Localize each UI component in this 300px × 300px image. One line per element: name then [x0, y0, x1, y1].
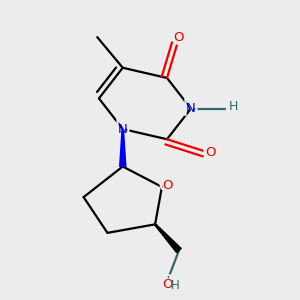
Polygon shape	[120, 129, 126, 166]
Text: N: N	[182, 97, 200, 121]
Text: H: H	[225, 97, 242, 117]
Text: N: N	[118, 122, 128, 136]
Text: O: O	[205, 146, 216, 159]
Text: O: O	[201, 141, 220, 165]
Text: O: O	[158, 173, 176, 197]
Text: O: O	[169, 26, 188, 50]
Text: H: H	[170, 280, 179, 292]
Text: N: N	[186, 102, 196, 115]
Text: H: H	[167, 276, 183, 296]
Polygon shape	[154, 224, 181, 253]
Text: O: O	[162, 278, 172, 291]
Text: N: N	[114, 117, 132, 141]
Text: O: O	[158, 273, 176, 297]
Text: O: O	[162, 179, 172, 192]
Text: H: H	[229, 100, 238, 113]
Text: O: O	[174, 31, 184, 44]
